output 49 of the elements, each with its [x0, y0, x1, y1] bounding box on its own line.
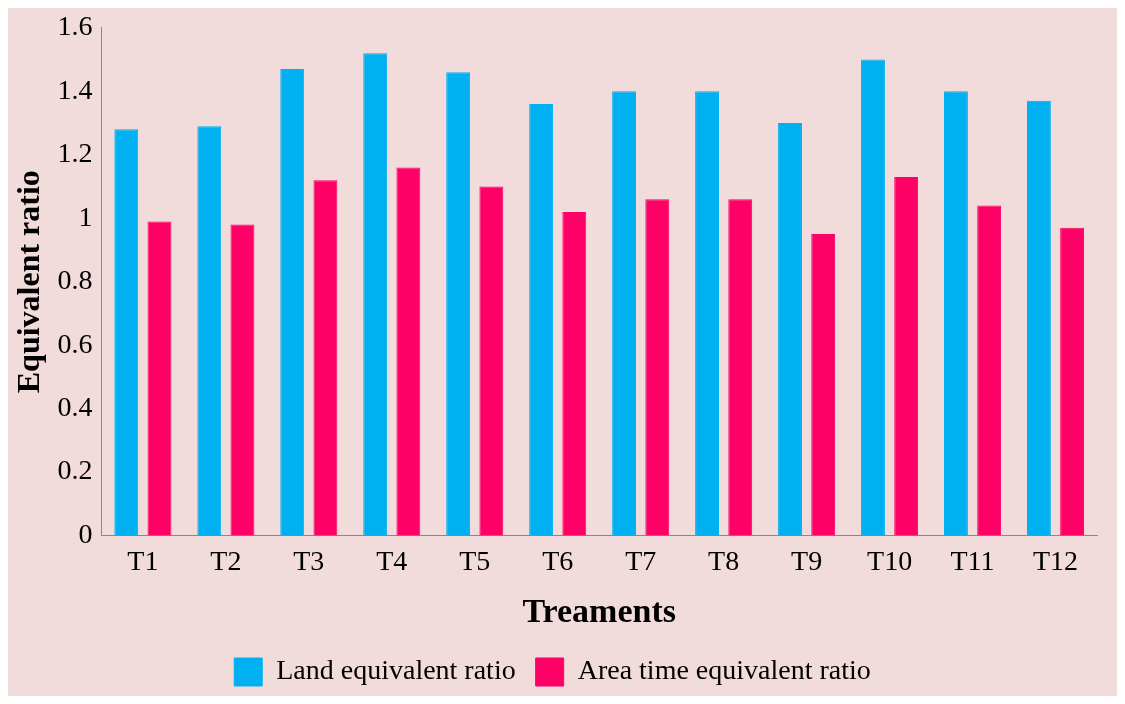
bar — [612, 91, 637, 536]
x-tick-label: T1 — [127, 544, 159, 576]
y-axis-title: Equivalent ratio — [10, 170, 47, 394]
bar — [562, 211, 587, 536]
legend-label: Area time equivalent ratio — [577, 654, 871, 686]
bar — [861, 59, 885, 536]
bar — [197, 126, 222, 536]
x-tick-label: T11 — [950, 544, 995, 576]
y-tick-label: 1 — [78, 200, 93, 232]
bar — [114, 129, 139, 536]
x-tick-label: T4 — [376, 544, 408, 576]
x-tick-label: T12 — [1032, 544, 1079, 576]
x-tick-label: T3 — [293, 544, 325, 576]
bar — [811, 234, 836, 536]
x-tick-label: T2 — [210, 544, 242, 576]
bar — [446, 72, 471, 536]
y-tick-label: 0.2 — [57, 454, 93, 486]
x-tick-label: T5 — [459, 544, 491, 576]
y-tick-label: 0 — [78, 517, 93, 549]
x-tick-label: T6 — [542, 544, 574, 576]
bar — [479, 186, 504, 536]
bar — [1026, 100, 1051, 536]
y-tick-label: 1.6 — [57, 10, 93, 42]
bar — [894, 176, 919, 536]
bar — [529, 103, 554, 536]
y-tick-label: 1.2 — [57, 137, 93, 169]
bar — [695, 91, 719, 536]
x-tick-label: T7 — [625, 544, 657, 576]
bar — [280, 69, 305, 536]
bar — [363, 53, 388, 536]
y-tick-label: 0.6 — [57, 327, 93, 359]
bar — [396, 167, 421, 536]
bar — [728, 199, 753, 536]
bar — [1060, 227, 1085, 536]
bar — [977, 205, 1002, 536]
x-tick-label: T9 — [791, 544, 823, 576]
x-axis-title: Treaments — [522, 592, 676, 630]
y-tick-label: 0.4 — [57, 391, 93, 423]
bar — [778, 123, 802, 536]
x-tick-label: T8 — [708, 544, 740, 576]
bar — [230, 224, 255, 536]
x-tick-label: T10 — [867, 544, 913, 576]
bar — [313, 180, 338, 536]
legend-label: Land equivalent ratio — [276, 654, 516, 686]
y-tick-label: 0.8 — [57, 264, 93, 296]
bar — [645, 199, 670, 536]
y-tick-label: 1.4 — [57, 73, 93, 105]
bar — [944, 91, 968, 536]
bar — [147, 221, 172, 536]
